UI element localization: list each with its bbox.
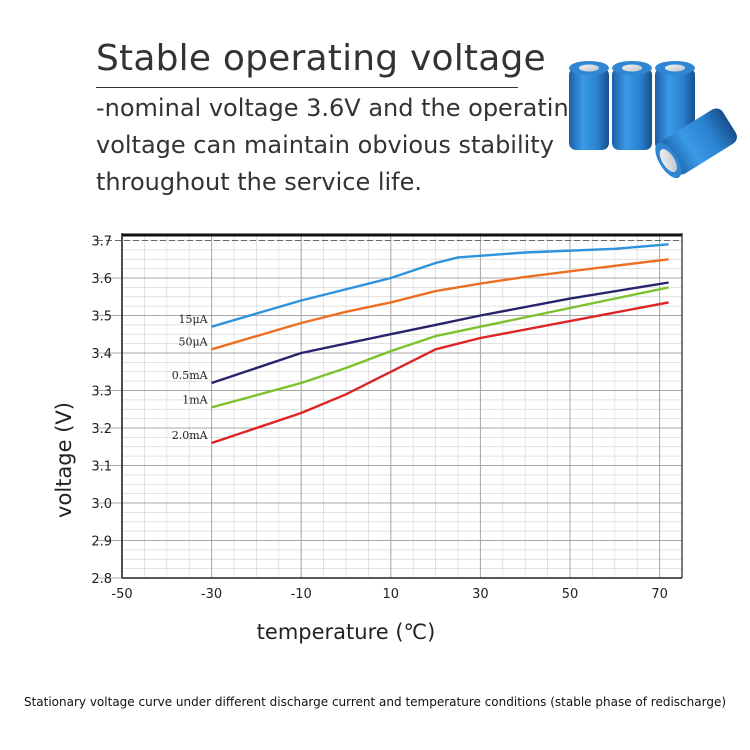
x-tick-label: -30 xyxy=(201,587,222,602)
x-tick-label: -50 xyxy=(111,587,132,602)
grid xyxy=(20,233,683,645)
chart-caption: Stationary voltage curve under different… xyxy=(23,695,727,709)
y-tick-label: 3.6 xyxy=(91,272,112,287)
y-tick-label: 3.1 xyxy=(91,460,112,475)
series-label: 15μA xyxy=(179,313,209,326)
chart-background xyxy=(20,233,682,645)
series-lines xyxy=(211,243,669,445)
series-line xyxy=(211,243,669,328)
title-underline xyxy=(96,87,518,88)
y-tick-label: 3.7 xyxy=(91,235,112,250)
series-label: 1mA xyxy=(182,393,208,406)
y-tick-label: 3.2 xyxy=(91,422,112,437)
series-label: 2.0mA xyxy=(172,429,209,442)
y-tick-label: 3.5 xyxy=(91,310,112,325)
x-tick-label: 30 xyxy=(472,587,489,602)
y-axis-title: voltage (V) xyxy=(52,402,76,518)
battery-cells-icon xyxy=(569,61,737,179)
series-line xyxy=(211,286,669,409)
y-tick-label: 3.3 xyxy=(91,385,112,400)
axis-labels: 2.8 2.9 3.0 3.1 3.2 3.3 3.4 3.5 3.6 3.7 -50 -30 -10 1… xyxy=(52,235,668,645)
x-tick-label: 10 xyxy=(383,587,400,602)
series-line xyxy=(211,281,669,385)
x-tick-label: -10 xyxy=(291,587,312,602)
description-line: voltage can maintain obvious stability xyxy=(96,131,554,159)
description-line: -nominal voltage 3.6V and the operating xyxy=(96,94,584,122)
series-line xyxy=(211,301,669,445)
y-tick-label: 2.8 xyxy=(91,572,112,587)
page-title: Stable operating voltage xyxy=(96,38,546,79)
battery-cell-lying xyxy=(655,108,737,179)
series-label: 0.5mA xyxy=(172,369,209,382)
battery-cell xyxy=(612,61,652,150)
x-tick-label: 70 xyxy=(651,587,668,602)
x-axis-title: temperature (℃) xyxy=(257,620,436,644)
series-label: 50μA xyxy=(179,335,209,348)
battery-cell xyxy=(569,61,609,150)
y-tick-label: 3.0 xyxy=(91,497,112,512)
series-line xyxy=(211,258,669,351)
x-tick-label: 50 xyxy=(562,587,579,602)
description: -nominal voltage 3.6V and the operating … xyxy=(96,90,584,201)
y-tick-label: 3.4 xyxy=(91,347,112,362)
y-tick-label: 2.9 xyxy=(91,535,112,550)
description-line: throughout the service life. xyxy=(96,168,423,196)
